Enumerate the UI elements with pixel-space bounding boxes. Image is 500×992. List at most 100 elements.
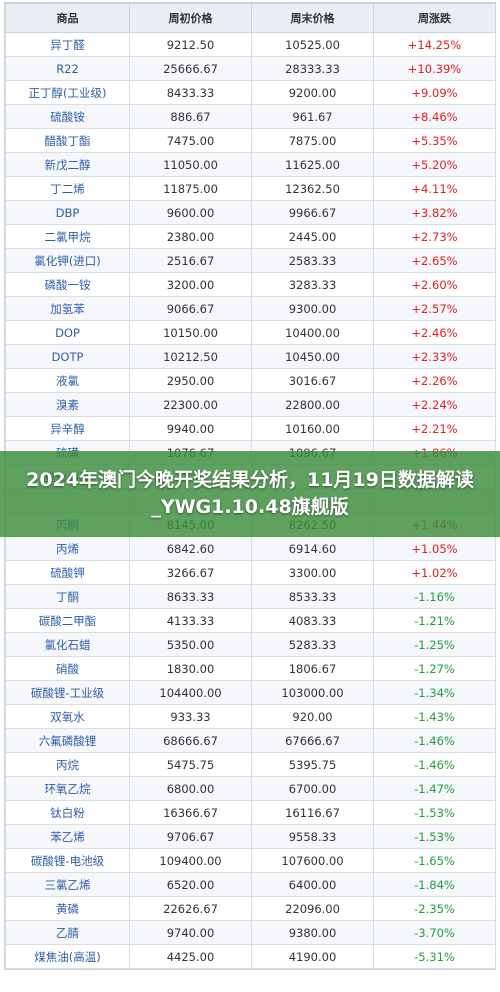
week-end-price-cell: 6914.60 xyxy=(251,536,374,561)
week-start-price-cell: 16366.67 xyxy=(129,800,252,825)
week-change-cell: +3.82% xyxy=(373,200,496,225)
product-name-cell: 加氢苯 xyxy=(5,296,130,321)
week-change-cell: +9.09% xyxy=(373,80,496,105)
week-change-cell: +2.57% xyxy=(373,296,496,321)
product-name-cell: 乙腈 xyxy=(5,920,130,945)
product-name-cell: DOTP xyxy=(5,344,130,369)
week-start-price-cell: 9706.67 xyxy=(129,824,252,849)
week-start-price-cell: 11050.00 xyxy=(129,152,252,177)
week-end-price-cell: 107600.00 xyxy=(251,848,374,873)
table-row: 硝酸 1830.00 1806.67 -1.27% xyxy=(5,656,496,681)
product-name-cell: 醋酸丁酯 xyxy=(5,128,130,153)
week-end-price-cell: 920.00 xyxy=(251,704,374,729)
table-row: 硫酸铵 886.67 961.67 +8.46% xyxy=(5,104,496,129)
product-name-cell: 液氯 xyxy=(5,368,130,393)
table-row: R22 25666.67 28333.33 +10.39% xyxy=(5,56,496,81)
week-change-cell: +10.39% xyxy=(373,56,496,81)
week-start-price-cell: 22626.67 xyxy=(129,896,252,921)
product-name-cell: 异辛醇 xyxy=(5,416,130,441)
week-change-cell: -1.46% xyxy=(373,728,496,753)
week-change-cell: +2.46% xyxy=(373,320,496,345)
week-change-cell: -1.84% xyxy=(373,872,496,897)
product-name-cell: 硝酸 xyxy=(5,656,130,681)
product-name-cell: 溴素 xyxy=(5,392,130,417)
week-end-price-cell: 2445.00 xyxy=(251,224,374,249)
table-row: 六氟磷酸锂 68666.67 67666.67 -1.46% xyxy=(5,728,496,753)
table-row: 正丁醇(工业级) 8433.33 9200.00 +9.09% xyxy=(5,80,496,105)
week-change-cell: -3.70% xyxy=(373,920,496,945)
week-end-price-cell: 5395.75 xyxy=(251,752,374,777)
week-start-price-cell: 9740.00 xyxy=(129,920,252,945)
week-end-price-cell: 3016.67 xyxy=(251,368,374,393)
week-end-price-cell: 2583.33 xyxy=(251,248,374,273)
week-start-price-cell: 4133.33 xyxy=(129,608,252,633)
week-start-price-cell: 9212.50 xyxy=(129,32,252,57)
week-start-price-cell: 10150.00 xyxy=(129,320,252,345)
table-row: 丁二烯 11875.00 12362.50 +4.11% xyxy=(5,176,496,201)
week-change-cell: -1.46% xyxy=(373,752,496,777)
product-name-cell: DOP xyxy=(5,320,130,345)
week-start-price-cell: 104400.00 xyxy=(129,680,252,705)
table-row: 丙烯 6842.60 6914.60 +1.05% xyxy=(5,536,496,561)
table-row: 乙腈 9740.00 9380.00 -3.70% xyxy=(5,920,496,945)
week-change-cell: +2.24% xyxy=(373,392,496,417)
week-start-price-cell: 68666.67 xyxy=(129,728,252,753)
product-name-cell: 碳酸二甲酯 xyxy=(5,608,130,633)
week-end-price-cell: 10525.00 xyxy=(251,32,374,57)
table-row: 环氧乙烷 6800.00 6700.00 -1.47% xyxy=(5,776,496,801)
week-start-price-cell: 9940.00 xyxy=(129,416,252,441)
week-start-price-cell: 2950.00 xyxy=(129,368,252,393)
week-end-price-cell: 9558.33 xyxy=(251,824,374,849)
week-end-price-cell: 8533.33 xyxy=(251,584,374,609)
week-change-cell: +2.26% xyxy=(373,368,496,393)
table-row: 溴素 22300.00 22800.00 +2.24% xyxy=(5,392,496,417)
product-name-cell: 三氯乙烯 xyxy=(5,872,130,897)
headline-title: 2024年澳门今晚开奖结果分析，11月19日数据解读_YWG1.10.48旗舰版 xyxy=(26,469,474,518)
product-name-cell: 双氧水 xyxy=(5,704,130,729)
week-change-cell: +14.25% xyxy=(373,32,496,57)
product-name-cell: 丙烯 xyxy=(5,536,130,561)
product-name-cell: 环氧乙烷 xyxy=(5,776,130,801)
price-table: 商品 周初价格 周末价格 周涨跌 异丁醛 9212.50 10525.00 +14.2… xyxy=(5,3,496,969)
product-name-cell: 碳酸锂-工业级 xyxy=(5,680,130,705)
product-name-cell: 异丁醛 xyxy=(5,32,130,57)
week-change-cell: +2.60% xyxy=(373,272,496,297)
price-table-container: 商品 周初价格 周末价格 周涨跌 异丁醛 9212.50 10525.00 +14.2… xyxy=(4,2,496,970)
week-end-price-cell: 9200.00 xyxy=(251,80,374,105)
product-name-cell: 硫酸钾 xyxy=(5,560,130,585)
week-change-cell: +8.46% xyxy=(373,104,496,129)
week-change-cell: +2.21% xyxy=(373,416,496,441)
product-name-cell: 丁酮 xyxy=(5,584,130,609)
week-end-price-cell: 12362.50 xyxy=(251,176,374,201)
week-change-cell: +2.65% xyxy=(373,248,496,273)
week-start-price-cell: 1830.00 xyxy=(129,656,252,681)
week-end-price-cell: 10450.00 xyxy=(251,344,374,369)
week-start-price-cell: 2380.00 xyxy=(129,224,252,249)
week-end-price-cell: 4190.00 xyxy=(251,944,374,969)
week-end-price-cell: 9300.00 xyxy=(251,296,374,321)
week-end-price-cell: 22096.00 xyxy=(251,896,374,921)
week-change-cell: -1.27% xyxy=(373,656,496,681)
week-end-price-cell: 7875.00 xyxy=(251,128,374,153)
product-name-cell: 丁二烯 xyxy=(5,176,130,201)
week-end-price-cell: 11625.00 xyxy=(251,152,374,177)
week-change-cell: +1.05% xyxy=(373,536,496,561)
table-row: 碳酸锂-工业级 104400.00 103000.00 -1.34% xyxy=(5,680,496,705)
table-row: DOP 10150.00 10400.00 +2.46% xyxy=(5,320,496,345)
week-start-price-cell: 22300.00 xyxy=(129,392,252,417)
product-name-cell: 磷酸一铵 xyxy=(5,272,130,297)
product-name-cell: 苯乙烯 xyxy=(5,824,130,849)
product-name-cell: 二氯甲烷 xyxy=(5,224,130,249)
table-row: 丙烷 5475.75 5395.75 -1.46% xyxy=(5,752,496,777)
week-start-price-cell: 25666.67 xyxy=(129,56,252,81)
week-start-price-cell: 7475.00 xyxy=(129,128,252,153)
week-end-price-cell: 103000.00 xyxy=(251,680,374,705)
header-week-start-price: 周初价格 xyxy=(129,3,252,33)
table-row: 氯化钾(进口) 2516.67 2583.33 +2.65% xyxy=(5,248,496,273)
week-change-cell: -1.53% xyxy=(373,800,496,825)
week-start-price-cell: 9066.67 xyxy=(129,296,252,321)
table-row: 醋酸丁酯 7475.00 7875.00 +5.35% xyxy=(5,128,496,153)
table-row: 液氯 2950.00 3016.67 +2.26% xyxy=(5,368,496,393)
table-row: DBP 9600.00 9966.67 +3.82% xyxy=(5,200,496,225)
header-product: 商品 xyxy=(5,3,130,33)
